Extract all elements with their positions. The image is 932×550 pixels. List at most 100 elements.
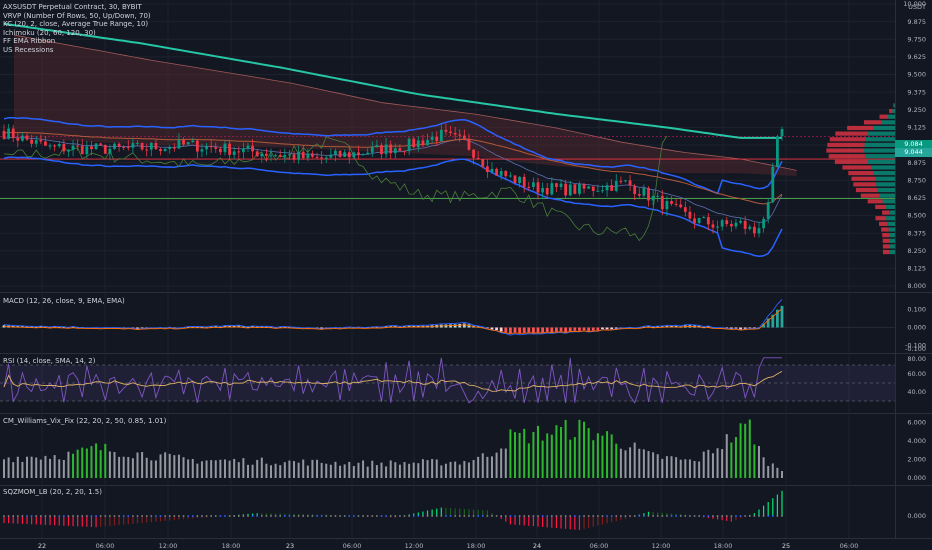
vix-bar: [744, 423, 747, 478]
sqz-bar: [109, 516, 111, 526]
sqz-dot: [99, 515, 102, 517]
vix-bar: [260, 457, 263, 478]
time-tick: 25: [782, 542, 790, 550]
vix-bar: [237, 462, 240, 478]
sqz-bar: [661, 512, 663, 516]
macd-legend[interactable]: MACD (12, 26, close, 9, EMA, EMA): [3, 297, 125, 305]
volume-profile-up: [875, 176, 895, 181]
vix-bar: [256, 459, 259, 478]
candle-body: [297, 151, 301, 160]
sqz-dot: [260, 515, 263, 517]
macd-tick: 0.000: [907, 324, 926, 332]
candle-body: [90, 146, 93, 150]
price-tick: 8.125: [907, 265, 926, 273]
legend-kc[interactable]: KC (20, 2, close, Average True Range, 10…: [3, 20, 149, 28]
volume-profile-down: [882, 233, 890, 238]
candle-body: [771, 166, 775, 203]
candle-body: [683, 207, 687, 212]
legend-ichimoku[interactable]: Ichimoku (20, 60, 120, 30): [3, 28, 96, 37]
macd-histogram-bar: [578, 327, 581, 331]
sqz-dot: [205, 515, 208, 517]
vix-bar: [776, 467, 779, 478]
macd-histogram-bar: [596, 327, 600, 331]
sqz-bar: [592, 516, 594, 527]
sqz-dot: [426, 515, 429, 517]
vix-bar: [182, 457, 185, 478]
macd-histogram-bar: [481, 326, 485, 328]
legend-symbol[interactable]: AXSUSDT Perpetual Contract, 30, BYBIT: [3, 3, 142, 11]
sqz-dot: [44, 515, 47, 517]
legend-vrvp[interactable]: VRVP (Number Of Rows, 50, Up/Down, 70): [3, 11, 151, 20]
candle-body: [550, 183, 554, 195]
sqz-dot: [371, 515, 374, 517]
vix-bar: [707, 449, 710, 478]
candle-body: [582, 184, 586, 189]
volume-profile-up: [886, 204, 895, 210]
sqz-dot: [284, 515, 286, 517]
vix-bar: [495, 452, 498, 478]
sqz-dot: [362, 515, 364, 517]
candle-body: [430, 136, 434, 140]
time-tick: 12:00: [159, 542, 178, 550]
vix-bar: [504, 448, 507, 478]
sqz-dot: [297, 515, 300, 517]
vix-bar: [435, 459, 438, 478]
vix-bar: [546, 433, 549, 478]
sqz-dot: [661, 515, 664, 517]
sqz-bar: [275, 513, 277, 516]
vix-bar: [214, 460, 217, 478]
vix-bar: [141, 452, 144, 478]
macd-histogram-bar: [587, 327, 591, 331]
sqz-legend[interactable]: SQZMOM_LB (20, 2, 20, 1.5): [3, 488, 102, 496]
sqz-bar: [279, 513, 281, 516]
sqz-dot: [122, 515, 125, 517]
volume-profile-down: [842, 165, 872, 170]
vix-bar: [596, 433, 599, 478]
price-tick: 9.125: [907, 124, 926, 132]
candle-body: [269, 155, 273, 157]
sqz-dot: [17, 515, 19, 517]
time-tick: 23: [286, 542, 294, 550]
sqz-dot: [615, 515, 618, 517]
candle-body: [481, 159, 485, 167]
volume-profile-up: [865, 137, 895, 142]
vix-bar: [7, 457, 10, 478]
candle-body: [237, 151, 241, 153]
macd-histogram-bar: [136, 327, 139, 329]
macd-histogram-bar: [241, 326, 245, 328]
candle-body: [458, 134, 462, 136]
vix-bar: [417, 463, 420, 478]
vix-legend[interactable]: CM_Williams_Vix_Fix (22, 20, 2, 50, 0.85…: [3, 417, 167, 425]
ichimoku-lagging-span: [3, 135, 668, 242]
sqz-bar: [256, 513, 258, 516]
vix-bar: [426, 460, 429, 478]
volume-profile-down: [867, 199, 883, 204]
sqz-bar: [753, 513, 755, 516]
legend-us-recessions[interactable]: US Recessions: [3, 45, 54, 54]
candle-body: [177, 140, 181, 149]
sqz-dot: [472, 515, 475, 517]
sqz-bar: [247, 513, 249, 516]
sqz-dot: [776, 515, 779, 517]
candle-body: [255, 151, 259, 157]
vix-bar: [99, 450, 102, 478]
sqz-dot: [408, 515, 410, 517]
volume-profile-up: [889, 233, 895, 238]
sqz-bar: [187, 516, 189, 519]
candle-body: [117, 143, 121, 147]
sqz-dot: [578, 515, 581, 517]
vix-tick: 6.000: [907, 418, 926, 426]
vix-bar: [242, 458, 245, 478]
candle-body: [665, 201, 669, 210]
sqz-dot: [712, 515, 714, 517]
volume-profile-up: [864, 142, 895, 147]
sqz-bar: [44, 516, 47, 525]
rsi-legend[interactable]: RSI (14, close, SMA, 14, 2): [3, 357, 96, 365]
legend-ema-ribbon[interactable]: FF EMA Ribbon: [3, 37, 56, 45]
sqz-dot: [67, 515, 70, 517]
sqz-bar: [776, 494, 778, 516]
sqz-dot: [76, 515, 79, 517]
volume-profile-down: [882, 238, 890, 243]
candle-body: [435, 136, 439, 142]
